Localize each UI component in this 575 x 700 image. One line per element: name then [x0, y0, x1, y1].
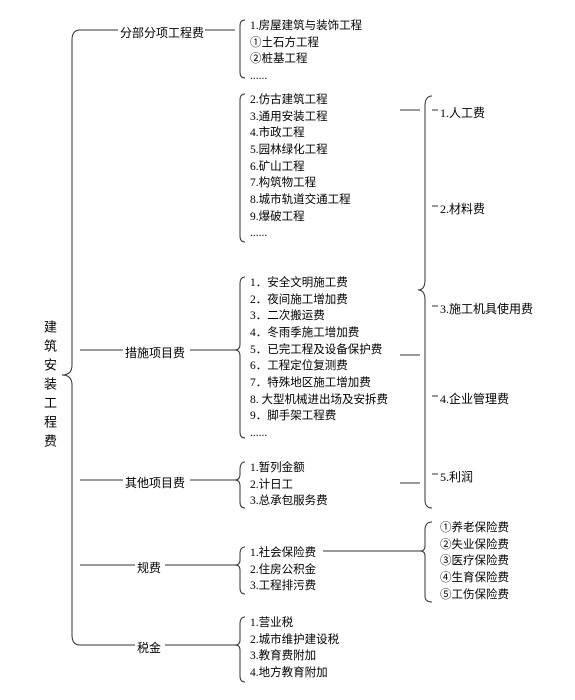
list-item: ②桩基工程: [250, 51, 362, 68]
list-item: ③医疗保险费: [440, 553, 509, 570]
list-item: 1.房屋建筑与装饰工程: [250, 18, 362, 35]
list-guifei: 1.社会保险费2.住房公积金3.工程排污费: [250, 545, 316, 595]
list-item: ④生育保险费: [440, 570, 509, 587]
list-fenbu-b: 2.仿古建筑工程3.通用安装工程4.市政工程5.园林绿化工程6.矿山工程7.构筑…: [250, 92, 351, 242]
list-item: 6．工程定位复测费: [250, 358, 388, 375]
list-item: 1.营业税: [250, 615, 339, 632]
list-item: 5.园林绿化工程: [250, 142, 351, 159]
list-cuoshi: 1．安全文明施工费2．夜间施工增加费3．二次搬运费4．冬雨季施工增加费5．已完工…: [250, 275, 388, 442]
list-qita: 1.暂列金额2.计日工3.总承包服务费: [250, 460, 328, 510]
list-item: 1.暂列金额: [250, 460, 328, 477]
list-item: 1.社会保险费: [250, 545, 316, 562]
list-item: 5．已完工程及设备保护费: [250, 342, 388, 359]
list-item: ......: [250, 425, 388, 442]
list-item: ......: [250, 225, 351, 242]
list-item: 2.仿古建筑工程: [250, 92, 351, 109]
list-item: 9．脚手架工程费: [250, 408, 388, 425]
list-item: ①养老保险费: [440, 520, 509, 537]
list-item: 6.矿山工程: [250, 159, 351, 176]
list-item: ①土石方工程: [250, 35, 362, 52]
list-item: ②失业保险费: [440, 537, 509, 554]
list-item: 3．二次搬运费: [250, 308, 388, 325]
list-item: 9.爆破工程: [250, 209, 351, 226]
list-fenbu-a: 1.房屋建筑与装饰工程①土石方工程②桩基工程......: [250, 18, 362, 85]
category-guifei: 规费: [137, 559, 161, 576]
category-cuoshi: 措施项目费: [125, 344, 185, 361]
list-item: 4.市政工程: [250, 125, 351, 142]
list-item: 3.工程排污费: [250, 578, 316, 595]
root-label: 建筑安装工程费: [40, 320, 59, 453]
category-qita: 其他项目费: [125, 474, 185, 491]
list-item: 7.构筑物工程: [250, 175, 351, 192]
list-item: 1．安全文明施工费: [250, 275, 388, 292]
category-fenbu: 分部分项工程费: [120, 24, 204, 41]
list-item: 3.总承包服务费: [250, 493, 328, 510]
cost-rengong: 1.人工费: [440, 104, 485, 121]
list-item: 2．夜间施工增加费: [250, 292, 388, 309]
cost-guanli: 4.企业管理费: [440, 390, 509, 407]
list-item: 8. 大型机械进出场及安拆费: [250, 392, 388, 409]
list-item: 4．冬雨季施工增加费: [250, 325, 388, 342]
list-item: 3.通用安装工程: [250, 109, 351, 126]
list-shuijin: 1.营业税2.城市维护建设税3.教育费附加4.地方教育附加: [250, 615, 339, 682]
list-insurance: ①养老保险费②失业保险费③医疗保险费④生育保险费⑤工伤保险费: [440, 520, 509, 603]
list-item: 2.计日工: [250, 477, 328, 494]
list-item: 2.住房公积金: [250, 562, 316, 579]
list-item: 7．特殊地区施工增加费: [250, 375, 388, 392]
list-item: 4.地方教育附加: [250, 665, 339, 682]
list-item: ⑤工伤保险费: [440, 587, 509, 604]
list-item: 8.城市轨道交通工程: [250, 192, 351, 209]
cost-lirun: 5.利润: [440, 468, 473, 485]
list-item: 2.城市维护建设税: [250, 632, 339, 649]
category-shuijin: 税金: [137, 639, 161, 656]
list-item: ......: [250, 68, 362, 85]
list-item: 3.教育费附加: [250, 648, 339, 665]
cost-cailiao: 2.材料费: [440, 200, 485, 217]
cost-jiju: 3.施工机具使用费: [440, 300, 533, 317]
